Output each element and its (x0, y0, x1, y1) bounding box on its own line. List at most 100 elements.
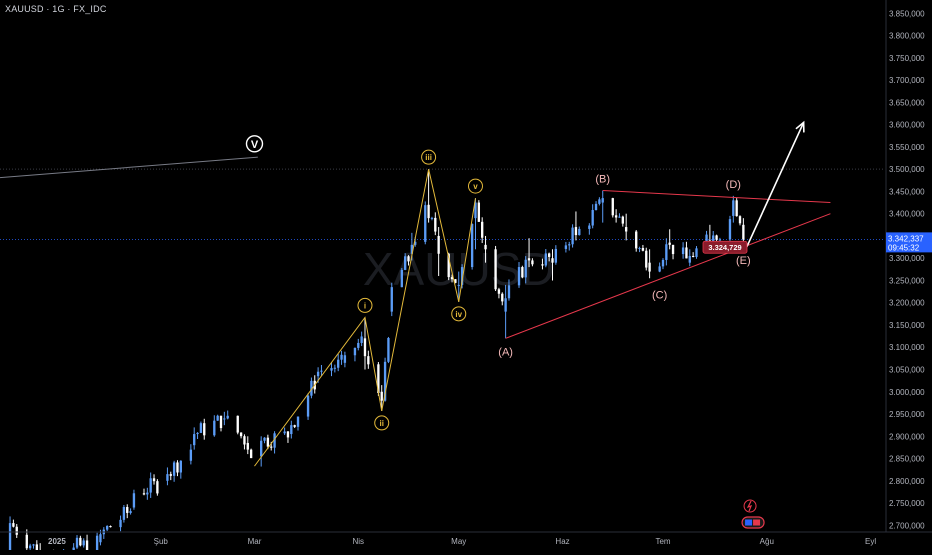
candle-body (431, 218, 433, 219)
candle (478, 200, 480, 222)
candle-body (16, 527, 18, 535)
wave-label-E: (E) (736, 255, 751, 267)
candle (494, 246, 496, 291)
candle (424, 201, 426, 244)
price-tick-label: 3.850,000 (889, 9, 925, 18)
candle-body (143, 493, 145, 494)
wave-label-C: (C) (652, 289, 667, 301)
candle-body (669, 243, 671, 245)
candle-body (263, 438, 265, 441)
candle-body (715, 235, 717, 239)
candle-body (658, 266, 660, 271)
candle-body (354, 348, 356, 355)
wave-label-iv: iv (452, 307, 466, 321)
time-tick-label: Haz (555, 537, 569, 546)
candle-body (243, 436, 245, 444)
time-tick-label: Mar (248, 537, 262, 546)
time-tick-label: Nis (353, 537, 365, 546)
candle-body (689, 256, 691, 263)
candle-body (334, 368, 336, 369)
price-tick-label: 3.250,000 (889, 276, 925, 285)
candle (237, 415, 239, 434)
candle-body (571, 228, 573, 245)
candle-body (618, 217, 620, 218)
candle-body (119, 520, 121, 527)
candle-body (216, 416, 218, 421)
symbol-title: XAUUSD · 1G · FX_IDC (5, 4, 107, 14)
candle-body (588, 226, 590, 229)
wave-label-D: (D) (726, 179, 741, 191)
candle-body (742, 225, 744, 240)
wave-label-text: v (473, 182, 478, 191)
candle (387, 337, 389, 363)
wave-label-V: V (246, 136, 262, 152)
candle-body (407, 256, 409, 261)
candle-body (729, 219, 731, 239)
candle-body (401, 270, 403, 287)
candle-body (648, 263, 650, 272)
candle (645, 248, 647, 271)
candle-body (83, 540, 85, 545)
candle-body (481, 222, 483, 238)
candle-body (29, 546, 31, 549)
candle-body (645, 251, 647, 268)
candle-body (9, 523, 11, 550)
candle (471, 223, 473, 269)
candle-body (615, 215, 617, 217)
price-tick-label: 3.600,000 (889, 121, 925, 130)
candle-body (320, 371, 322, 372)
price-tick-label: 3.000,000 (889, 388, 925, 397)
candle-body (494, 249, 496, 289)
candle-body (592, 210, 594, 226)
candle-body (26, 535, 28, 548)
candle-body (247, 443, 249, 450)
candle-body (471, 224, 473, 267)
current-price-countdown: 09:45:32 (888, 243, 920, 252)
price-tick-label: 2.950,000 (889, 410, 925, 419)
time-tick-label: 2025 (48, 537, 66, 546)
wave-label-text: ii (380, 419, 384, 428)
candle-body (739, 216, 741, 223)
time-tick-label: Tem (655, 537, 670, 546)
candle (635, 230, 637, 252)
candle-body (293, 425, 295, 427)
candle-body (156, 481, 158, 493)
candle-body (129, 511, 131, 513)
candle-body (548, 253, 550, 257)
candle-body (36, 544, 38, 550)
price-tick-label: 3.800,000 (889, 32, 925, 41)
candle-body (508, 285, 510, 298)
candle-body (290, 425, 292, 434)
candle-body (555, 249, 557, 263)
candle-body (307, 396, 309, 417)
candle-body (541, 264, 543, 265)
price-tick-label: 2.900,000 (889, 432, 925, 441)
candle-body (672, 245, 674, 254)
candle (735, 198, 737, 217)
candle-body (732, 200, 734, 216)
candle-body (682, 247, 684, 254)
candle-body (622, 217, 624, 224)
candle-body (240, 433, 242, 437)
candle-body (478, 203, 480, 222)
candle (571, 224, 573, 247)
price-tick-label: 3.500,000 (889, 165, 925, 174)
current-price-value: 3.342,337 (888, 234, 924, 243)
candle-body (126, 507, 128, 513)
candle (156, 479, 158, 496)
candle (401, 268, 403, 287)
candle-body (525, 260, 527, 278)
price-tick-label: 3.150,000 (889, 321, 925, 330)
candle-body (109, 526, 111, 527)
candle-body (501, 294, 503, 302)
candle-body (166, 474, 168, 481)
candle-body (267, 438, 269, 447)
price-tick-label: 2.850,000 (889, 455, 925, 464)
price-tick-label: 2.700,000 (889, 521, 925, 530)
candle-body (260, 441, 262, 457)
candle-body (484, 245, 486, 249)
candle-body (625, 227, 627, 231)
price-tick-label: 3.700,000 (889, 76, 925, 85)
